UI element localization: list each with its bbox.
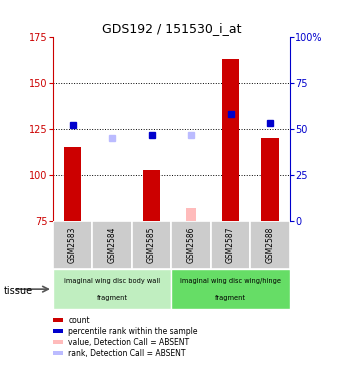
Text: percentile rank within the sample: percentile rank within the sample (68, 327, 198, 336)
Text: imaginal wing disc wing/hinge: imaginal wing disc wing/hinge (180, 278, 281, 284)
Text: GSM2588: GSM2588 (266, 227, 275, 264)
Bar (211, 221, 250, 269)
Bar (222, 59, 239, 221)
Bar (143, 170, 161, 221)
Title: GDS192 / 151530_i_at: GDS192 / 151530_i_at (102, 22, 241, 36)
Text: fragment: fragment (97, 295, 128, 301)
Bar (64, 147, 81, 221)
Bar (261, 138, 279, 221)
Text: value, Detection Call = ABSENT: value, Detection Call = ABSENT (68, 338, 189, 347)
Bar (53, 269, 171, 309)
Text: imaginal wing disc body wall: imaginal wing disc body wall (64, 278, 160, 284)
Bar (132, 221, 171, 269)
Bar (53, 221, 92, 269)
Bar (171, 221, 211, 269)
Text: GSM2583: GSM2583 (68, 227, 77, 264)
Bar (250, 221, 290, 269)
Text: rank, Detection Call = ABSENT: rank, Detection Call = ABSENT (68, 349, 186, 358)
Bar (92, 221, 132, 269)
Text: count: count (68, 316, 90, 325)
Text: GSM2585: GSM2585 (147, 227, 156, 264)
Text: GSM2584: GSM2584 (108, 227, 117, 264)
Bar (186, 209, 196, 221)
Text: GSM2587: GSM2587 (226, 227, 235, 264)
Bar (171, 269, 290, 309)
Text: GSM2586: GSM2586 (187, 227, 196, 264)
Text: fragment: fragment (215, 295, 246, 301)
Text: tissue: tissue (3, 286, 32, 296)
